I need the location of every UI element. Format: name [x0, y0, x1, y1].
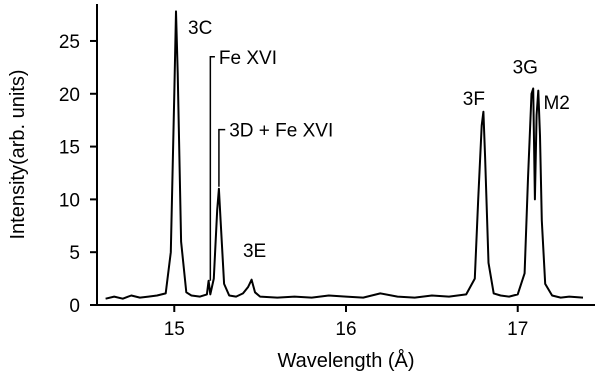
series	[105, 10, 584, 300]
peak-annotation: 3D + Fe XVI	[229, 121, 333, 142]
y-axis-label: Intensity(arb. units)	[7, 69, 29, 239]
peak-annotation: M2	[543, 93, 569, 114]
y-tick-label: 25	[59, 32, 80, 53]
annotation-leader-line	[218, 128, 226, 187]
peak-annotation: 3F	[463, 89, 485, 110]
ticks: 15 16 17 0 5 10 15 20 25	[59, 32, 528, 340]
peak-annotation: 3E	[243, 241, 266, 262]
y-tick-label: 20	[59, 85, 80, 106]
y-tick-label: 10	[59, 190, 80, 211]
x-axis-label: Wavelength (Å)	[277, 349, 414, 372]
y-tick-label: 0	[69, 296, 80, 317]
peak-annotation: 3C	[188, 18, 212, 39]
y-tick-label: 15	[59, 138, 80, 159]
y-tick-label: 5	[69, 243, 80, 264]
x-tick-label: 15	[164, 319, 185, 340]
x-tick-label: 17	[507, 319, 528, 340]
peak-annotation: 3G	[513, 57, 538, 78]
spectrum-line	[105, 10, 584, 300]
peak-annotation: Fe XVI	[219, 48, 277, 69]
x-tick-label: 16	[335, 319, 356, 340]
annotation-leader-line	[209, 56, 215, 281]
axes	[96, 4, 595, 306]
